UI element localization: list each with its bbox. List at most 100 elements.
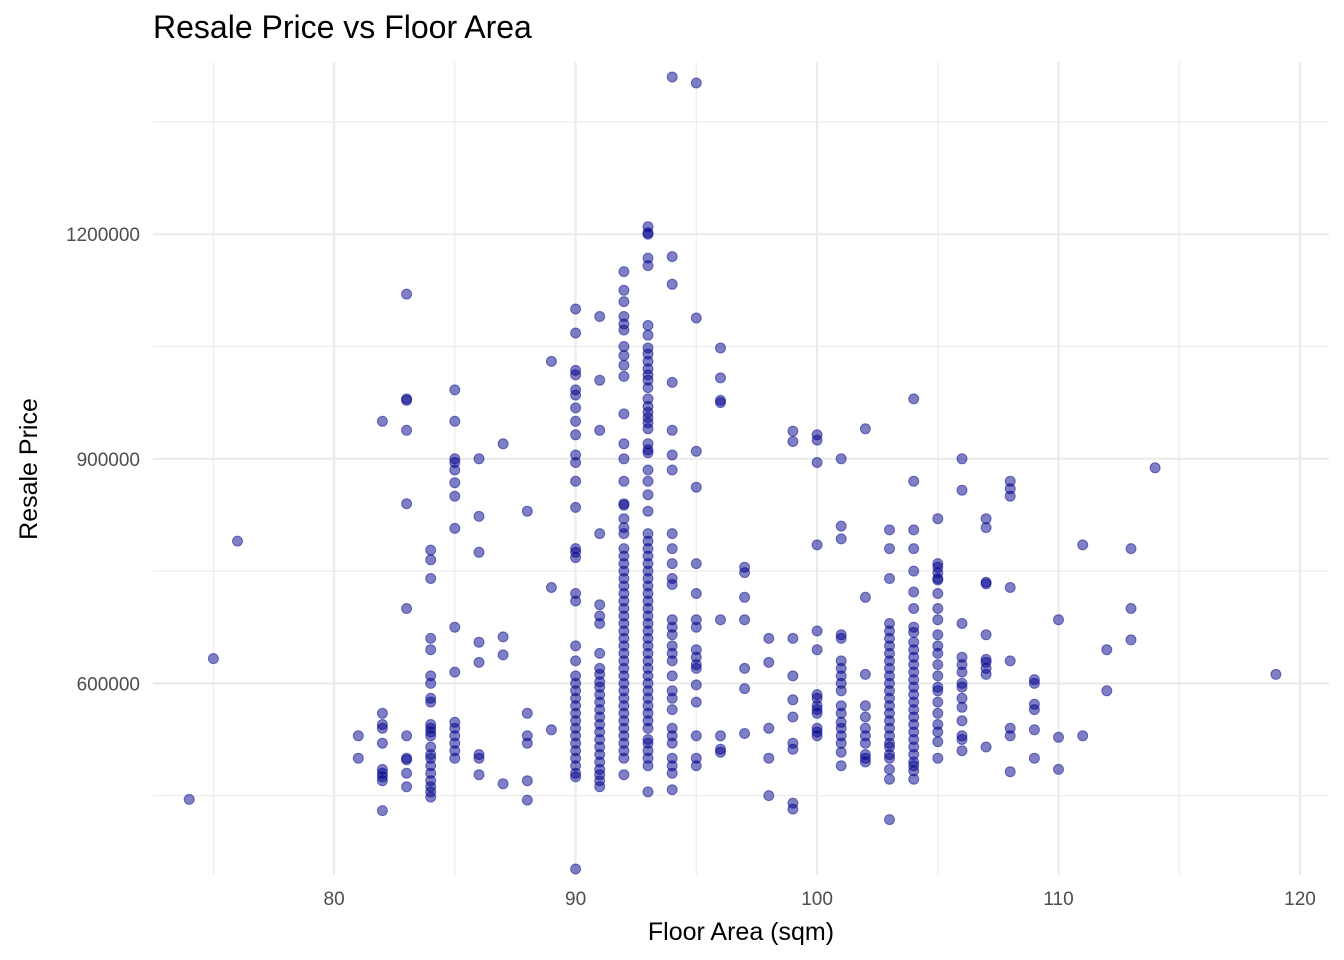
scatter-point	[835, 685, 847, 697]
scatter-point	[473, 546, 485, 558]
scatter-point	[666, 629, 678, 641]
scatter-point	[352, 752, 364, 764]
scatter-point	[835, 632, 847, 644]
scatter-point	[1077, 730, 1089, 742]
scatter-point	[618, 359, 630, 371]
scatter-point	[425, 791, 437, 803]
scatter-point	[763, 790, 775, 802]
scatter-point	[401, 781, 413, 793]
scatter-point	[690, 312, 702, 324]
scatter-point	[401, 603, 413, 614]
scatter-point	[401, 767, 413, 779]
scatter-point	[908, 543, 920, 555]
y-axis-title: Resale Price	[15, 398, 43, 540]
scatter-point	[666, 424, 678, 436]
scatter-point	[715, 397, 726, 409]
scatter-point	[570, 501, 582, 513]
scatter-point	[666, 251, 678, 263]
scatter-point	[1053, 614, 1064, 626]
scatter-point	[570, 863, 582, 875]
scatter-point	[1125, 543, 1137, 555]
scatter-point	[835, 746, 847, 758]
scatter-point	[932, 629, 944, 641]
scatter-point	[739, 662, 751, 674]
scatter-point	[690, 662, 702, 674]
scatter-point	[594, 424, 606, 436]
y-tick-label: 900000	[77, 450, 140, 471]
scatter-point	[521, 505, 533, 517]
scatter-point	[642, 447, 654, 459]
scatter-point	[715, 746, 726, 758]
scatter-point	[449, 384, 461, 396]
scatter-point	[739, 683, 751, 695]
x-tick-label: 80	[324, 889, 345, 910]
scatter-point	[811, 707, 823, 719]
scatter-point	[1004, 582, 1016, 593]
y-tick-label: 600000	[77, 674, 140, 695]
scatter-point	[787, 803, 799, 815]
scatter-point	[932, 685, 944, 697]
scatter-point	[594, 647, 606, 659]
scatter-point	[1004, 766, 1016, 778]
scatter-point	[715, 372, 726, 384]
scatter-point	[908, 773, 920, 785]
scatter-point	[787, 743, 799, 755]
scatter-point	[449, 464, 461, 476]
scatter-point	[594, 618, 606, 629]
chart-title: Resale Price vs Floor Area	[153, 9, 532, 45]
scatter-point	[908, 603, 920, 614]
scatter-point	[666, 464, 678, 476]
scatter-point	[449, 666, 461, 678]
scatter-point	[642, 260, 654, 272]
scatter-point	[666, 737, 678, 749]
scatter-point	[835, 760, 847, 772]
scatter-point	[618, 752, 630, 764]
scatter-point	[932, 647, 944, 659]
scatter-point	[401, 394, 413, 406]
scatter-point	[787, 670, 799, 682]
scatter-point	[1028, 677, 1040, 689]
scatter-point	[715, 342, 726, 354]
scatter-point	[570, 595, 582, 607]
scatter-point	[545, 582, 557, 593]
scatter-point	[690, 679, 702, 691]
x-axis-title: Floor Area (sqm)	[648, 918, 834, 946]
scatter-point	[739, 591, 751, 603]
scatter-point	[473, 510, 485, 522]
scatter-point	[956, 453, 968, 465]
scatter-point	[666, 784, 678, 796]
scatter-point	[763, 656, 775, 668]
scatter-point	[594, 528, 606, 540]
scatter-point	[932, 726, 944, 738]
scatter-point	[425, 554, 437, 566]
scatter-point	[376, 775, 388, 787]
scatter-point	[787, 425, 799, 437]
scatter-point	[980, 668, 992, 680]
scatter-point	[1028, 724, 1040, 736]
scatter-point	[545, 724, 557, 736]
scatter-point	[521, 707, 533, 719]
scatter-point	[666, 528, 678, 540]
scatter-point	[642, 329, 654, 341]
scatter-point	[666, 71, 678, 83]
scatter-point	[497, 778, 509, 790]
scatter-point	[956, 681, 968, 693]
scatter-point	[811, 644, 823, 656]
scatter-point	[956, 618, 968, 629]
scatter-point	[425, 644, 437, 656]
scatter-point	[232, 535, 243, 547]
scatter-point	[666, 278, 678, 290]
scatter-point	[932, 574, 944, 586]
scatter-point	[642, 423, 654, 435]
scatter-point	[376, 805, 388, 817]
scatter-point	[570, 655, 582, 667]
scatter-point	[1053, 763, 1064, 775]
scatter-point	[884, 773, 895, 785]
scatter-point	[642, 786, 654, 798]
scatter-point	[956, 715, 968, 727]
scatter-point	[859, 591, 871, 603]
scatter-point	[956, 745, 968, 757]
scatter-point	[618, 350, 630, 361]
scatter-point	[956, 734, 968, 745]
